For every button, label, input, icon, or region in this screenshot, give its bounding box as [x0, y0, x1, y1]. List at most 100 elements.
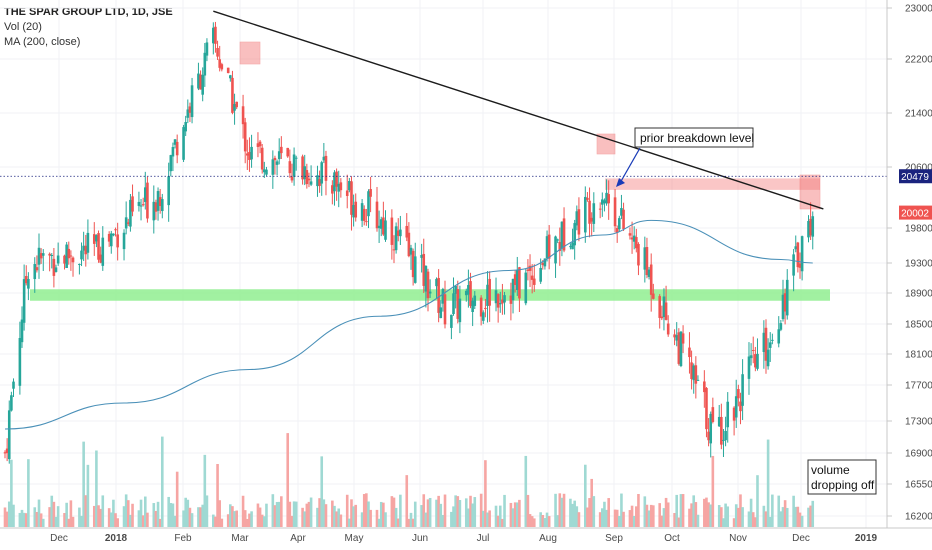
candle-body [37, 247, 41, 265]
candle-body [613, 197, 617, 227]
candle-body [399, 229, 402, 237]
candle-body [569, 246, 572, 248]
candle-body [197, 73, 200, 89]
volume-bar [392, 497, 396, 527]
volume-bar [248, 513, 251, 527]
candle-body [794, 246, 798, 250]
x-tick-label: Jul [477, 533, 490, 544]
y-tick-label: 16200 [905, 512, 932, 523]
candle-body [273, 157, 277, 161]
candle-body [350, 181, 353, 215]
volume-bar [78, 507, 81, 527]
volume-bar [635, 506, 638, 527]
volume-bar [441, 514, 445, 527]
candle-body [290, 176, 294, 181]
candle-body [218, 59, 221, 68]
y-tick-label: 18100 [905, 350, 932, 361]
volume-bar [377, 518, 381, 527]
resistance-zone [605, 178, 820, 190]
volume-bar [10, 459, 13, 527]
candle-body [781, 294, 785, 320]
candle-body [63, 255, 66, 264]
volume-bar [37, 499, 41, 527]
candle-body [129, 199, 132, 227]
volume-bar [303, 511, 307, 527]
candle-body [171, 147, 175, 157]
volume-bar [271, 494, 275, 527]
candle-body [528, 265, 532, 271]
volume-bar [484, 460, 487, 527]
volume-bar [598, 512, 602, 527]
volume-bar [528, 514, 532, 527]
candle-body [454, 286, 457, 294]
volume-bar [615, 509, 619, 527]
candle-body [167, 176, 170, 206]
volume-bar [779, 511, 783, 527]
volume-bar [524, 455, 528, 527]
volume-bar [331, 500, 334, 527]
candle-body [658, 296, 662, 318]
y-tick-label: 23000 [905, 4, 932, 15]
candle-body [496, 294, 500, 308]
volume-bar [696, 514, 700, 527]
candle-body [260, 147, 264, 170]
candle-body [320, 162, 324, 184]
candle-body [603, 200, 606, 204]
volume-bar [717, 505, 721, 527]
volume-bar [350, 499, 353, 527]
candle-body [479, 297, 483, 317]
volume-bar [260, 514, 264, 527]
candle-body [809, 218, 812, 236]
volume-bar [24, 513, 28, 527]
candle-body [628, 233, 632, 236]
candle-body [692, 365, 696, 381]
candle-body [768, 342, 772, 348]
candle-body [316, 175, 319, 187]
volume-bar [558, 493, 562, 527]
volume-bar [664, 497, 668, 527]
x-tick-label: Apr [290, 533, 306, 544]
candle-body [203, 52, 207, 76]
candle-body [294, 157, 298, 159]
volume-bar [464, 498, 468, 527]
x-tick-label: Aug [539, 533, 557, 544]
volume-bar [620, 493, 623, 527]
volume-bar [396, 518, 400, 527]
candle-body [766, 349, 770, 367]
volume-bar [201, 504, 204, 527]
volume-bar [794, 506, 798, 527]
volume-bar [152, 503, 156, 527]
volume-label-box [807, 459, 877, 495]
candle-body [143, 187, 147, 202]
volume-bar [632, 515, 636, 527]
candle-body [235, 101, 238, 108]
volume-bar [345, 494, 349, 527]
candle-body [333, 172, 336, 192]
volume-bar [158, 518, 162, 527]
candle-body [24, 275, 28, 284]
x-axis-ticks: Dec 2018 Feb Mar Apr May Jun Jul Aug Sep Oct Nov Dec… [50, 533, 877, 544]
right-axis-bg [887, 0, 932, 550]
candle-body [556, 239, 559, 241]
candle-body [592, 203, 596, 224]
candle-body [498, 303, 502, 305]
candle-body [126, 222, 130, 224]
candle-body [324, 155, 328, 181]
candle-body [384, 220, 387, 240]
volume-bar [734, 504, 738, 527]
volume-bar [348, 518, 351, 527]
candle-body [652, 293, 655, 299]
volume-bar [792, 495, 795, 527]
volume-bar [243, 510, 247, 527]
candle-body [426, 271, 430, 299]
volume-bar [250, 511, 253, 527]
candle-body [352, 204, 355, 218]
volume-bar [362, 494, 366, 527]
volume-bar [467, 508, 470, 527]
volume-bar [320, 456, 324, 527]
volume-bar [660, 515, 664, 527]
candle-body [137, 201, 141, 206]
candle-body [705, 387, 708, 430]
volume-bar [658, 503, 662, 527]
